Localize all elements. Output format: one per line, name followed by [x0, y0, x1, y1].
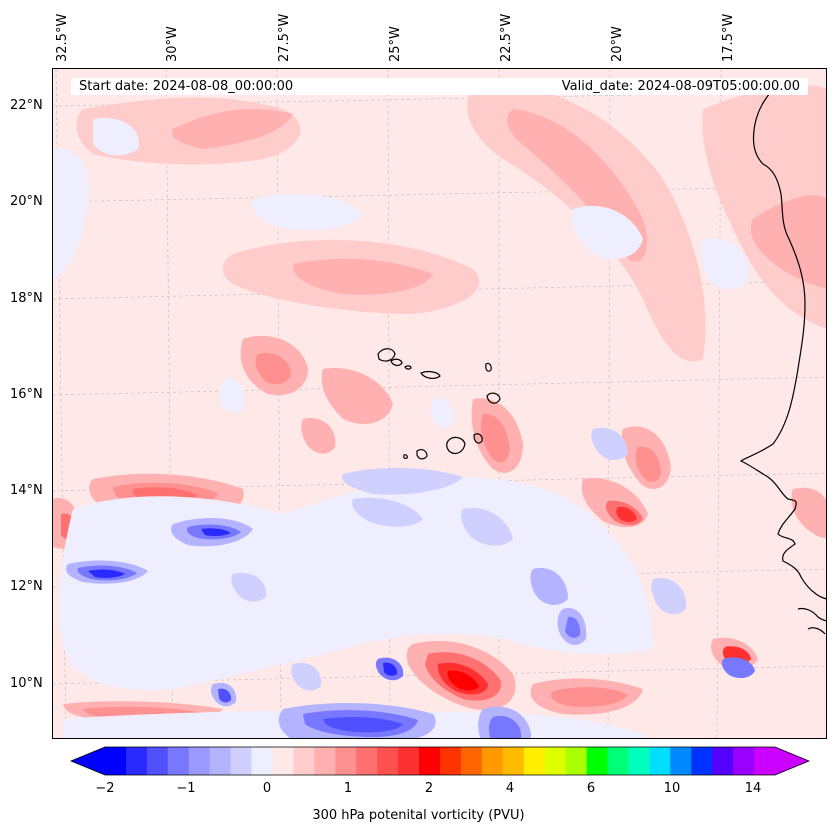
colorbar-outline [70, 746, 810, 776]
lat-label-10n: 10°N [10, 676, 43, 691]
coastline [739, 88, 826, 635]
lat-label-14n: 14°N [10, 483, 43, 498]
colorbar-segment [377, 747, 399, 775]
colorbar-segment [105, 747, 127, 775]
colorbar-segment [691, 747, 713, 775]
colorbar-segment [356, 747, 378, 775]
colorbar-segment [523, 747, 546, 775]
cbar-tick-1: 1 [343, 781, 353, 796]
lat-label-20n: 20°N [10, 194, 43, 209]
colorbar-segment [398, 747, 420, 775]
cbar-tick-neg1: −1 [176, 781, 196, 796]
lon-label-17-5w: 17.5°W [721, 13, 736, 62]
colorbar [70, 746, 810, 776]
pv-field-map [53, 69, 826, 738]
colorbar-segment [125, 747, 148, 775]
cbar-tick-10: 10 [663, 781, 681, 796]
colorbar-over-extension [775, 747, 809, 775]
cbar-tick-6: 6 [586, 781, 596, 796]
cbar-tick-4: 4 [505, 781, 515, 796]
lon-label-30w: 30°W [165, 26, 180, 62]
colorbar-segment [440, 747, 462, 775]
colorbar-segment [460, 747, 483, 775]
valid-date-label: Valid_date: 2024-08-09T05:00:00.00 [561, 79, 800, 94]
colorbar-segment [649, 747, 671, 775]
map-frame[interactable]: Start date: 2024-08-08_00:00:00 Valid_da… [52, 68, 827, 739]
cbar-tick-2: 2 [424, 781, 434, 796]
colorbar-segment [712, 747, 734, 775]
colorbar-label: 300 hPa potenital vorticity (PVU) [312, 808, 525, 823]
lat-label-22n: 22°N [10, 98, 43, 113]
cbar-tick-0: 0 [262, 781, 272, 796]
lon-label-27-5w: 27.5°W [277, 13, 292, 62]
cbar-tick-14: 14 [744, 781, 762, 796]
colorbar-segment [272, 747, 294, 775]
colorbar-segment [628, 747, 650, 775]
lat-label-16n: 16°N [10, 387, 43, 402]
colorbar-segment [209, 747, 232, 775]
colorbar-segment [146, 747, 169, 775]
lat-label-12n: 12°N [10, 579, 43, 594]
lon-label-20w: 20°W [610, 26, 625, 62]
colorbar-segment [670, 747, 692, 775]
lon-label-25w: 25°W [388, 26, 403, 62]
colorbar-segment [230, 747, 253, 775]
colorbar-segment [607, 747, 629, 775]
colorbar-segment [251, 747, 273, 775]
start-date-label: Start date: 2024-08-08_00:00:00 [79, 79, 294, 94]
colorbar-segment [754, 747, 776, 775]
colorbar-segment [293, 747, 315, 775]
colorbar-segment [544, 747, 567, 775]
colorbar-segment [314, 747, 336, 775]
colorbar-segment [167, 747, 190, 775]
colorbar-segment [188, 747, 211, 775]
cape-verde-islands [377, 348, 501, 460]
lon-label-32-5w: 32.5°W [55, 13, 70, 62]
colorbar-segment [481, 747, 504, 775]
pv-negative-regions [53, 118, 755, 738]
colorbar-segment [565, 747, 588, 775]
colorbar-segment [419, 747, 441, 775]
colorbar-segment [586, 747, 608, 775]
colorbar-segment [502, 747, 525, 775]
lat-label-18n: 18°N [10, 291, 43, 306]
date-info-bar: Start date: 2024-08-08_00:00:00 Valid_da… [71, 78, 808, 95]
lon-label-22-5w: 22.5°W [499, 13, 514, 62]
colorbar-segment [335, 747, 357, 775]
colorbar-segment [733, 747, 755, 775]
colorbar-under-extension [71, 747, 105, 775]
cbar-tick-neg2: −2 [95, 781, 115, 796]
